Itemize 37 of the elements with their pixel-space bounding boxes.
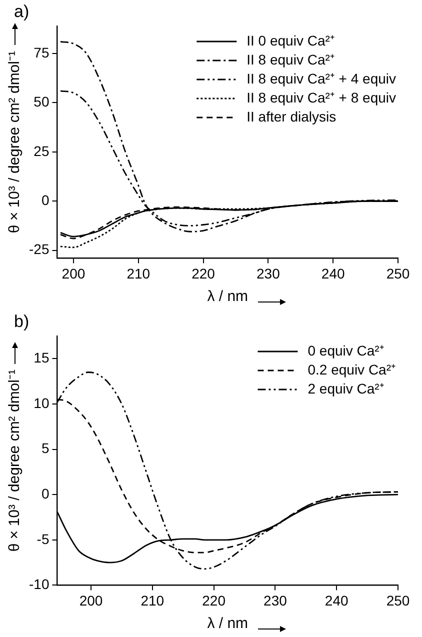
x-axis-title: λ / nm [207,288,248,306]
legend-label: II 8 equiv Ca²⁺ [246,51,335,68]
x-tick-label: 250 [386,265,410,282]
x-tick-label: 210 [126,265,150,282]
x-tick-label: 230 [264,592,288,608]
y-axis-title: θ × 10³ / degree cm² dmol⁻¹ [6,370,24,552]
y-tick-label: 0 [41,192,50,208]
y-tick-label: -5 [36,530,50,547]
y-tick-label: 10 [34,394,50,411]
y-tick-label: 50 [34,94,50,110]
y-axis-title: θ × 10³ / degree cm² dmol⁻¹ [6,51,24,234]
legend-label: 0 equiv Ca²⁺ [308,342,384,358]
x-tick-label: 230 [256,265,280,282]
text: b) [14,312,30,332]
y-tick-label: 5 [41,440,50,456]
x-tick-label: 210 [140,592,164,608]
text: a) [14,2,30,22]
y-tick-label: 0 [41,485,50,502]
x-tick-label: 200 [79,592,103,608]
legend-label: II 8 equiv Ca²⁺ + 8 equiv [246,89,396,106]
legend-label: II after dialysis [246,108,336,124]
legend-label: 2 equiv Ca²⁺ [308,380,384,396]
y-tick-label: 15 [34,350,50,366]
y-tick-label: -25 [29,241,50,258]
x-tick-label: 240 [321,265,345,282]
x-tick-label: 240 [324,592,348,608]
legend-label: 0.2 equiv Ca²⁺ [308,361,396,378]
x-tick-label: 250 [386,592,410,608]
x-tick-label: 200 [62,265,86,282]
x-tick-label: 220 [202,592,226,608]
y-tick-label: 75 [34,44,50,60]
x-axis-title: λ / nm [207,615,248,632]
legend-label: II 0 equiv Ca²⁺ [246,32,335,48]
y-tick-label: -10 [29,576,50,592]
y-tick-label: 25 [34,142,50,159]
legend-label: II 8 equiv Ca²⁺ + 4 equiv [246,70,396,86]
x-tick-label: 220 [192,265,216,282]
